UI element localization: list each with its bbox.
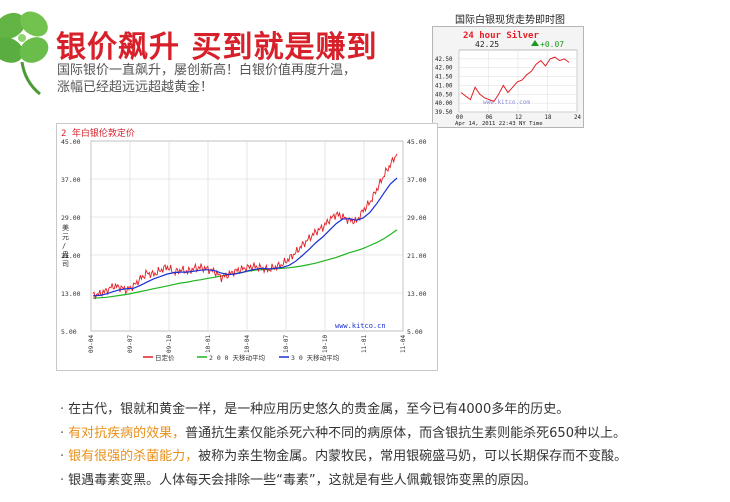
- y-tick-right: 29.00: [407, 214, 427, 222]
- y-tick-left: 37.00: [61, 176, 81, 184]
- x-tick: 11-01: [361, 335, 368, 353]
- x-tick: 11-04: [400, 335, 407, 353]
- x-tick: 10-07: [283, 335, 290, 353]
- list-item: · 有对抗疾病的效果，普通抗生素仅能杀死六种不同的病原体，而含银抗生素则能杀死65…: [60, 425, 626, 441]
- list-item: · 在古代，银就和黄金一样，是一种应用历史悠久的贵金属，至今已有4000多年的历史…: [60, 402, 570, 417]
- silver-x-tick: 12: [515, 115, 522, 121]
- list-item: · 银遇毒素变黑。人体每天会排除一些“毒素”，这就是有些人佩戴银饰变黑的原因。: [60, 472, 537, 488]
- silver-footer: Apr 14, 2011 22:43 NY Time: [455, 121, 543, 127]
- page-subtitle: 国际银价一直飙升，屡创新高！白银价值再度升温， 涨幅已经超远远超越黄金！: [57, 62, 377, 96]
- ma30-line: [92, 177, 398, 297]
- silver-y-tick: 42.50: [435, 57, 453, 63]
- silver-change: +0.07: [540, 40, 564, 49]
- silver-24h-chart: 24 hour Silver 42.25 +0.07 42.50 42.00 41.…: [432, 26, 584, 128]
- y-axis-label-char: 元: [62, 233, 69, 241]
- silver-y-tick: 41.00: [435, 83, 453, 89]
- subtitle-line: 涨幅已经超远远超越黄金！: [57, 80, 214, 95]
- silver-x-tick: 18: [545, 115, 552, 121]
- y-tick-right: 45.00: [407, 138, 427, 146]
- y-tick-left: 13.00: [61, 290, 81, 298]
- silver-x-tick: 06: [486, 115, 493, 121]
- x-tick: 09-04: [88, 335, 95, 353]
- feature-list: · 在古代，银就和黄金一样，是一种应用历史悠久的贵金属，至今已有4000多年的历史…: [60, 398, 720, 492]
- x-tick: 10-10: [322, 335, 329, 353]
- silver-price-line: [460, 56, 570, 103]
- up-arrow-icon: [531, 40, 539, 46]
- silver-x-tick: 00: [456, 115, 463, 121]
- y-axis-label-char: 盎: [62, 250, 69, 259]
- y-tick-right: 21.00: [407, 252, 427, 260]
- legend-daily-price: 日定价: [155, 353, 175, 362]
- x-tick: 09-10: [166, 335, 173, 353]
- silver-y-tick: 40.00: [435, 101, 453, 107]
- y-tick-left: 21.00: [61, 252, 81, 260]
- y-tick-right: 13.00: [407, 290, 427, 298]
- y-axis-label-char: 美: [62, 223, 69, 232]
- silver-chart-title: 24 hour Silver: [463, 30, 539, 41]
- bullet-icon: ·: [60, 449, 65, 464]
- x-tick: 10-01: [205, 335, 212, 353]
- y-axis-label-char: /: [62, 242, 66, 250]
- bullet-icon: ·: [60, 402, 65, 417]
- bullet-icon: ·: [60, 472, 65, 488]
- daily-price-line: [92, 153, 398, 300]
- x-tick: 09-07: [127, 335, 134, 353]
- legend-ma200: 2 0 0 天移动平均: [209, 353, 265, 362]
- chart-legend: 日定价 2 0 0 天移动平均 3 0 天移动平均: [143, 353, 340, 362]
- y-tick-left: 29.00: [61, 214, 81, 222]
- silver-y-tick: 40.50: [435, 92, 453, 98]
- x-tick: 10-04: [244, 335, 251, 353]
- y-tick-left: 45.00: [61, 138, 81, 146]
- list-item: · 银有很强的杀菌能力，被称为亲生物金属。内蒙牧民，常用银碗盛马奶，可以长期保存而…: [60, 449, 628, 464]
- legend-ma30: 3 0 天移动平均: [291, 353, 340, 362]
- chart-title: 2 年白银伦敦定价: [61, 127, 135, 139]
- y-axis-label-char: 司: [62, 260, 69, 268]
- bullet-icon: ·: [60, 425, 65, 441]
- silver-x-tick: 24: [574, 115, 581, 121]
- y-tick-right: 5.00: [407, 328, 423, 336]
- silver-watermark: www.kitco.com: [483, 99, 530, 106]
- silver-2year-chart: 2 年白银伦敦定价 45.00 37.00 29.00 21.00 13.00 5.00 …: [56, 123, 438, 371]
- chart-watermark: www.kitco.cn: [335, 322, 386, 330]
- y-tick-left: 5.00: [61, 328, 77, 336]
- clover-logo: [0, 6, 52, 98]
- silver-y-tick: 41.50: [435, 75, 453, 81]
- silver-widget-caption: 国际白银现货走势即时图: [455, 15, 565, 26]
- subtitle-line: 国际银价一直飙升，屡创新高！白银价值再度升温，: [57, 63, 357, 78]
- silver-price: 42.25: [475, 40, 499, 49]
- page-title: 银价飙升 买到就是赚到: [56, 30, 378, 65]
- y-tick-right: 37.00: [407, 176, 427, 184]
- silver-y-tick: 39.50: [435, 110, 453, 116]
- silver-y-tick: 42.00: [435, 66, 453, 72]
